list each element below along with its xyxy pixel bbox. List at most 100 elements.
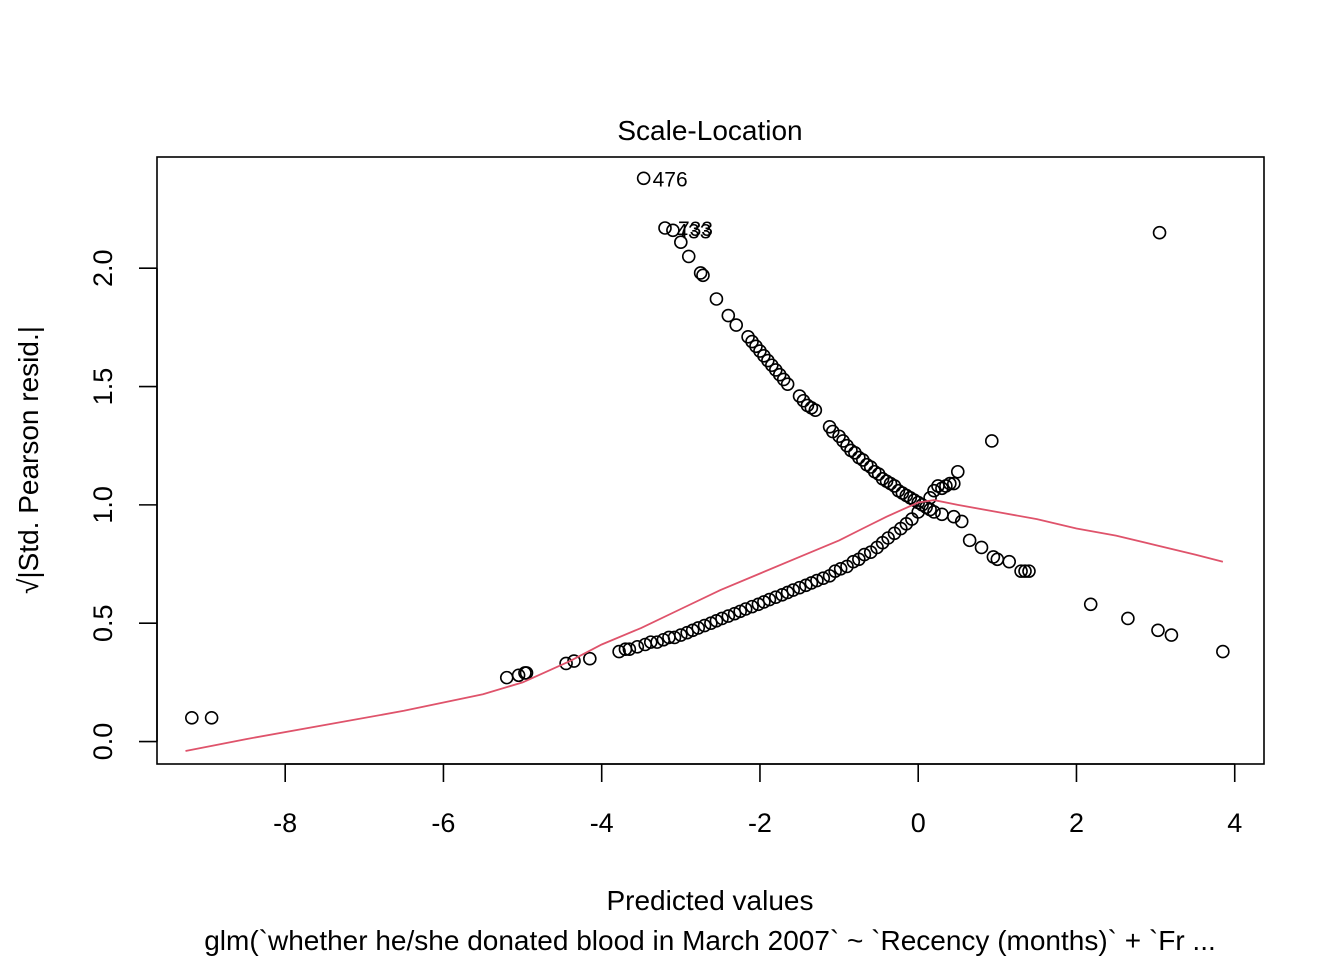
- point-label: 733: [678, 218, 713, 241]
- data-point: [1151, 623, 1165, 638]
- data-point: [691, 621, 706, 635]
- data-point: [962, 533, 977, 548]
- data-point: [808, 403, 823, 418]
- data-point: [721, 609, 736, 623]
- data-point: [185, 711, 199, 725]
- x-tick-label: -2: [748, 808, 772, 838]
- data-point: [856, 453, 870, 467]
- data-point: [832, 429, 846, 444]
- data-point: [738, 602, 753, 616]
- data-point: [840, 438, 854, 453]
- data-point: [1014, 564, 1028, 578]
- data-point: [630, 640, 645, 654]
- data-point: [796, 393, 811, 408]
- data-point: [772, 367, 787, 382]
- data-point: [674, 628, 688, 642]
- data-point: [792, 580, 807, 595]
- data-point: [848, 446, 862, 460]
- data-point: [753, 344, 767, 358]
- data-point: [776, 372, 791, 387]
- data-point: [947, 509, 961, 524]
- data-point: [765, 358, 779, 373]
- data-point: [666, 223, 680, 238]
- data-point: [519, 666, 534, 680]
- data-point: [1152, 225, 1167, 240]
- y-tick-label: 0.5: [88, 604, 118, 642]
- y-tick-label: 0.0: [88, 723, 118, 761]
- x-axis-title: Predicted values: [606, 885, 813, 916]
- data-point: [667, 630, 682, 645]
- data-point: [1022, 564, 1036, 578]
- data-point: [792, 389, 807, 403]
- data-point: [836, 434, 850, 448]
- data-point: [696, 268, 710, 283]
- x-tick-label: -8: [273, 808, 297, 838]
- data-point: [1083, 597, 1098, 612]
- x-tick-label: 0: [911, 808, 926, 838]
- data-point: [947, 476, 961, 491]
- plot-frame: [156, 156, 1265, 765]
- data-point: [499, 670, 514, 685]
- data-point: [729, 318, 744, 332]
- data-point: [749, 339, 763, 354]
- y-tick-label: 1.0: [88, 486, 118, 524]
- data-point: [650, 635, 664, 649]
- data-point: [612, 644, 626, 659]
- data-point: [871, 467, 886, 481]
- data-point: [559, 656, 573, 671]
- data-point: [974, 540, 989, 555]
- data-point: [816, 571, 831, 586]
- y-axis-title: √|Std. Pearson resid.|: [13, 326, 44, 594]
- y-tick-label: 2.0: [88, 249, 118, 287]
- data-point: [697, 618, 712, 633]
- data-point: [810, 573, 824, 588]
- chart-title: Scale-Location: [617, 115, 802, 146]
- x-axis: -8 -6 -4 -2 0 2 4: [273, 763, 1242, 838]
- data-point: [935, 507, 949, 522]
- scatter-points: [185, 171, 1230, 725]
- data-point: [954, 514, 969, 529]
- data-point: [780, 377, 795, 391]
- data-point: [622, 642, 637, 657]
- data-point: [887, 479, 902, 493]
- data-point: [1002, 554, 1017, 569]
- smooth-line: [185, 499, 1224, 752]
- data-point: [1121, 611, 1135, 626]
- y-tick-label: 1.5: [88, 368, 118, 406]
- x-tick-label: 2: [1069, 808, 1084, 838]
- data-point: [636, 171, 651, 186]
- data-point: [927, 483, 941, 498]
- data-point: [927, 505, 941, 519]
- data-point: [693, 266, 708, 280]
- data-point: [984, 434, 999, 448]
- x-tick-label: 4: [1227, 808, 1242, 838]
- data-point: [745, 599, 759, 614]
- data-point: [583, 651, 597, 666]
- data-point: [204, 711, 219, 725]
- data-point: [709, 292, 724, 306]
- point-label: 433: [676, 220, 711, 243]
- y-axis: 0.0 0.5 1.0 1.5 2.0: [88, 249, 158, 761]
- data-point: [674, 235, 688, 249]
- data-point: [757, 348, 771, 363]
- data-point: [768, 590, 783, 604]
- data-point: [863, 460, 878, 474]
- data-point: [715, 611, 729, 626]
- data-point: [857, 547, 872, 562]
- data-point: [950, 464, 965, 479]
- data-point: [741, 330, 755, 344]
- data-point: [762, 592, 777, 607]
- data-point: [990, 552, 1005, 567]
- x-tick-label: -4: [590, 808, 614, 838]
- data-point: [923, 490, 937, 505]
- data-point: [745, 334, 759, 349]
- data-point: [833, 561, 848, 576]
- data-point: [761, 353, 775, 368]
- data-point: [721, 308, 736, 323]
- data-point: [786, 583, 800, 597]
- data-point: [1216, 644, 1230, 659]
- data-point: [1164, 628, 1179, 642]
- data-point: [643, 635, 658, 649]
